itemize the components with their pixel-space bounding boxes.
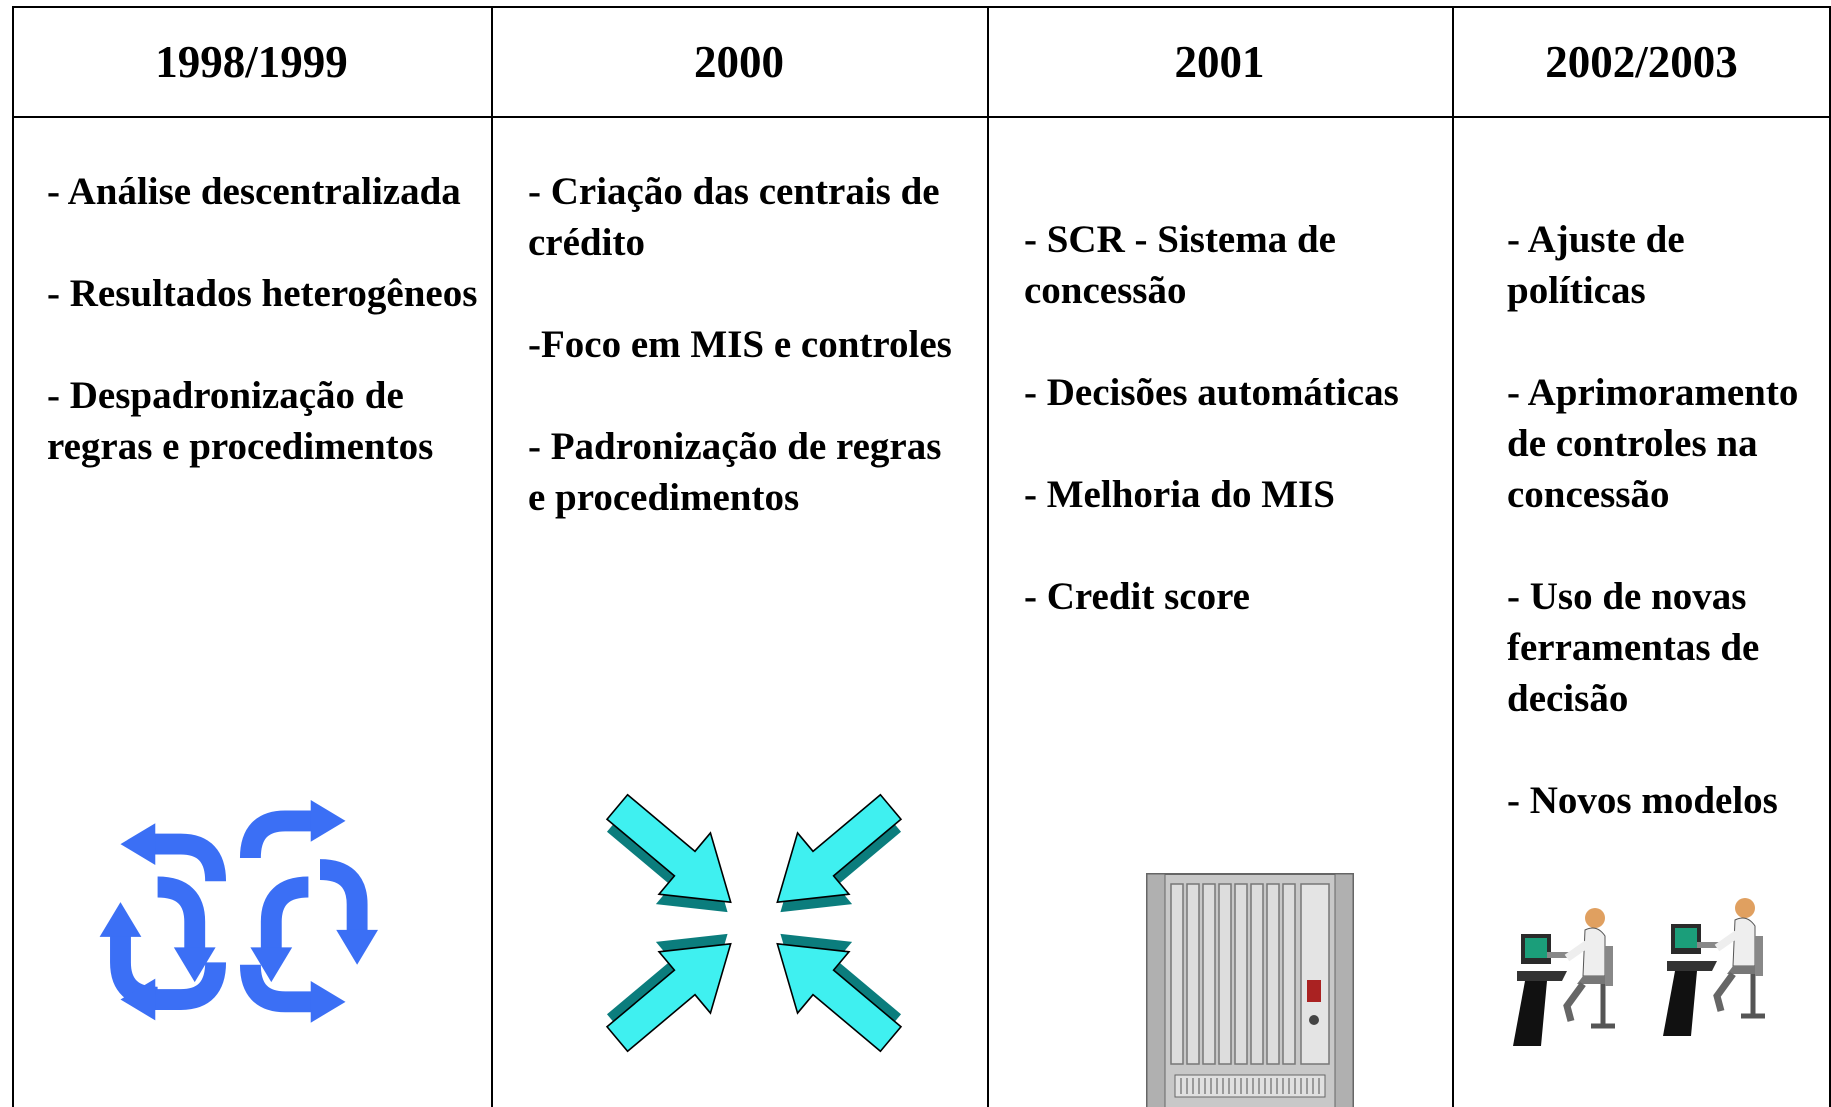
table-border <box>12 116 1831 118</box>
decentralized-arrows-icon <box>88 800 378 1032</box>
bullet-item: - Novos modelos <box>1507 779 1778 822</box>
table-border <box>12 6 14 1107</box>
table-border <box>1829 6 1831 1107</box>
column-header: 2002/2003 <box>1545 36 1738 87</box>
bullet-item: -Foco em MIS e controles <box>528 323 952 366</box>
bullet-item: - Resultados heterogêneos <box>47 272 478 315</box>
table-border <box>491 6 493 1107</box>
column-header: 1998/1999 <box>155 36 348 87</box>
column-body: - Análise descentralizada - Resultados he… <box>47 166 487 523</box>
bullet-item: - Ajuste de políticas <box>1507 218 1685 312</box>
bullet-item: - Aprimoramento de controles na concessã… <box>1507 371 1799 516</box>
table-border <box>12 6 1831 8</box>
server-icon <box>1146 873 1354 1107</box>
column-body: - Criação das centrais de crédito -Foco e… <box>528 166 968 574</box>
bullet-item: - Despadronização de regras e procedimen… <box>47 374 434 468</box>
bullet-item: - Análise descentralizada <box>47 170 461 213</box>
bullet-item: - Credit score <box>1024 575 1250 618</box>
column-header: 2000 <box>694 36 784 87</box>
bullet-item: - Melhoria do MIS <box>1024 473 1335 516</box>
bullet-item: - SCR - Sistema de concessão <box>1024 218 1336 312</box>
column-header: 2001 <box>1174 36 1265 87</box>
table-border <box>987 6 989 1107</box>
bullet-item: - Decisões automáticas <box>1024 371 1399 414</box>
column-body: - Ajuste de políticas - Aprimoramento de … <box>1507 214 1831 877</box>
bullet-item: - Uso de novas ferramentas de decisão <box>1507 575 1760 720</box>
analysts-icon <box>1507 886 1777 1048</box>
column-body: - SCR - Sistema de concessão - Decisões a… <box>1024 214 1434 673</box>
table-border <box>1452 6 1454 1107</box>
converging-arrows-icon <box>584 788 924 1058</box>
bullet-item: - Criação das centrais de crédito <box>528 170 940 264</box>
bullet-item: - Padronização de regras e procedimentos <box>528 425 942 519</box>
